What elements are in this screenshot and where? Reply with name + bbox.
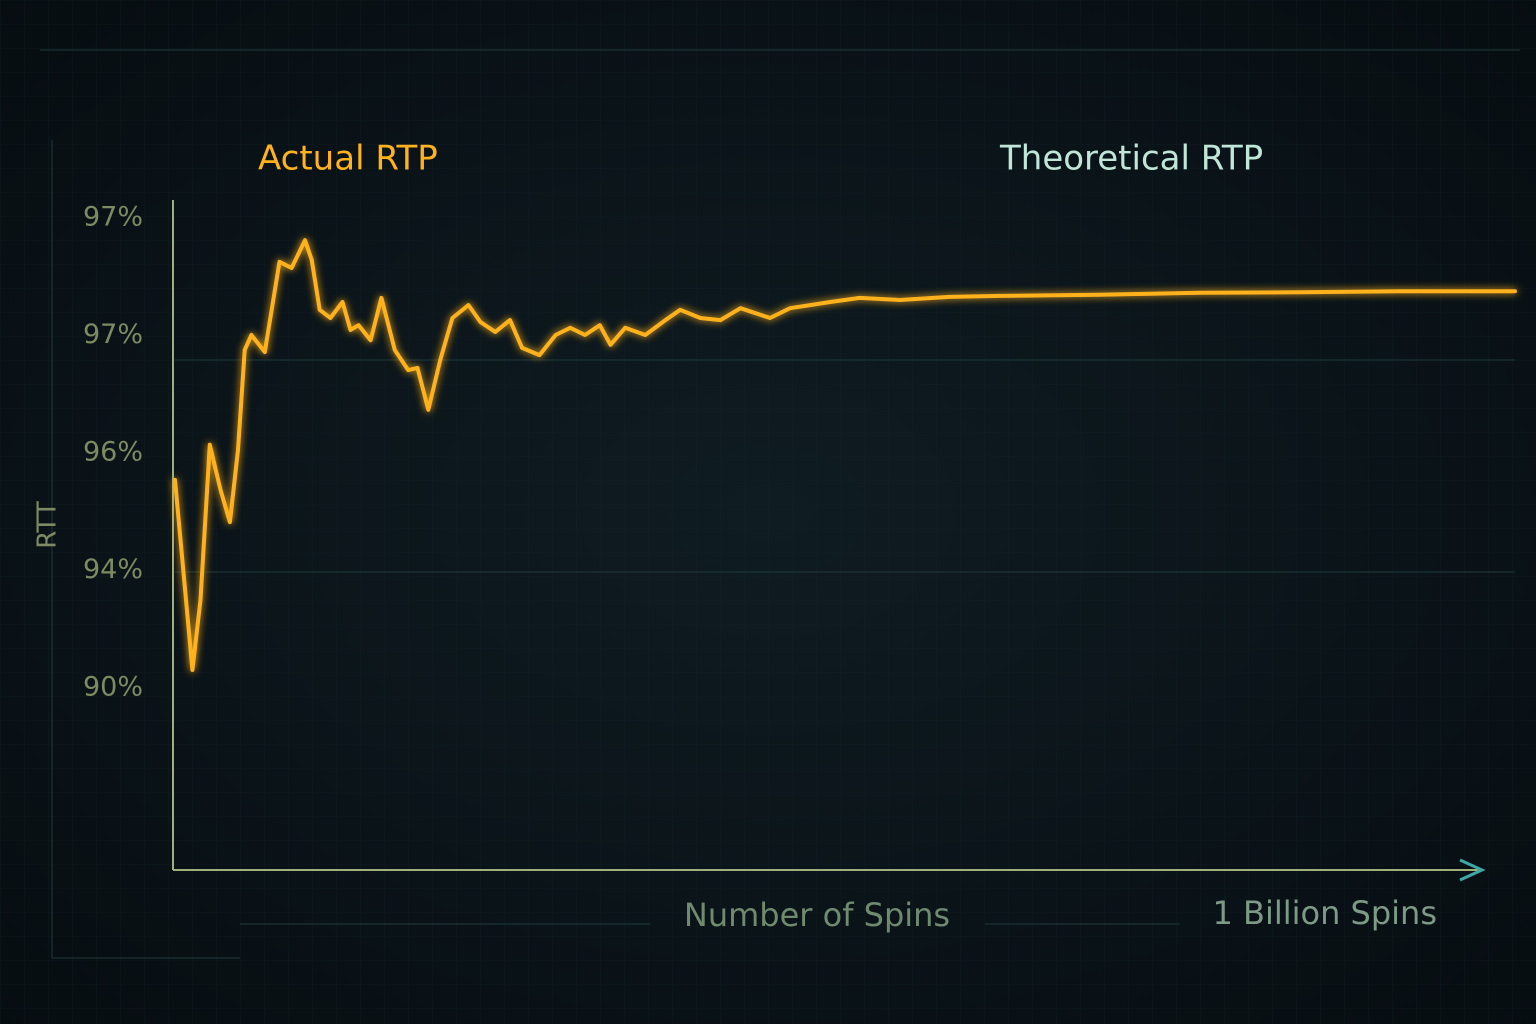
x-end-label: 1 Billion Spins [1212, 894, 1437, 932]
legend-theoretical: Theoretical RTP [999, 139, 1263, 179]
legend-actual: Actual RTP [258, 139, 438, 179]
x-axis-label: Number of Spins [684, 896, 950, 934]
series-line [173, 238, 1517, 672]
frame-lines [40, 49, 1520, 959]
y-tick-label: 90% [83, 672, 143, 703]
y-tick-label: 97% [83, 202, 143, 233]
x-axis-arrow [1459, 858, 1486, 882]
y-tick-label: 96% [83, 437, 143, 468]
y-tick-label: 97% [83, 319, 143, 350]
y-axis-label: RTT [33, 501, 63, 549]
y-tick-label: 94% [83, 554, 143, 585]
